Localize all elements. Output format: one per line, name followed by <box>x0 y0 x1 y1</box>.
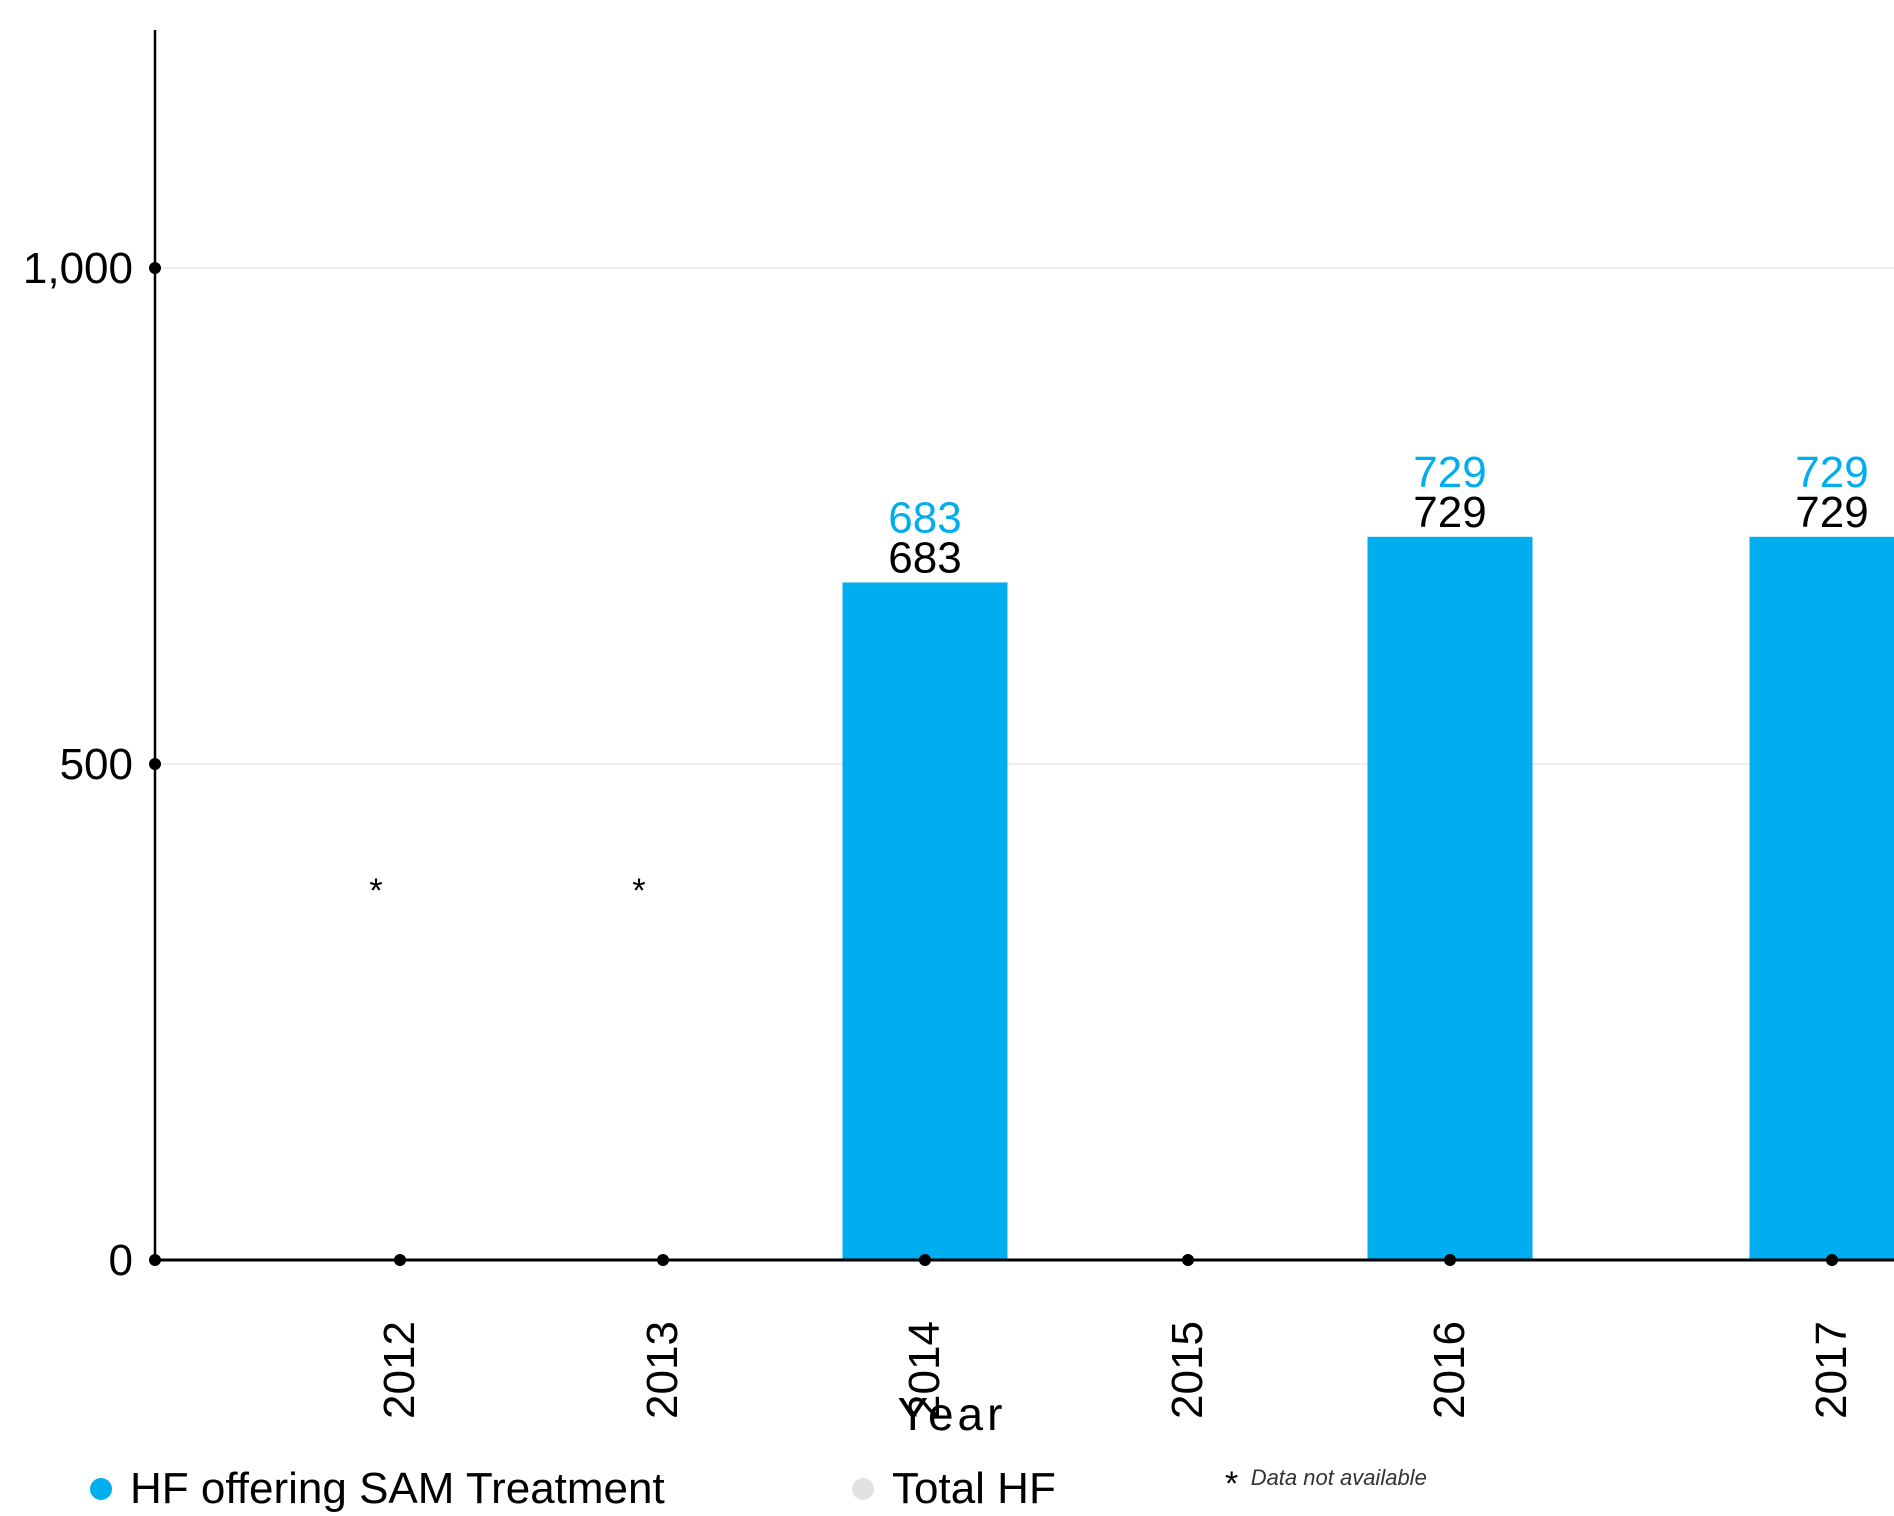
x-tick-label-2013: 2013 <box>638 1321 687 1419</box>
x-tick-dot-2013 <box>657 1254 669 1266</box>
x-axis-title: Year <box>898 1388 1007 1440</box>
bar-sam-2017 <box>1749 536 1894 1260</box>
x-tick-dot-2015 <box>1182 1254 1194 1266</box>
x-tick-dot-2014 <box>919 1254 931 1266</box>
bars <box>842 536 1894 1260</box>
not-available-marker-2013: * <box>632 872 645 910</box>
gridlines <box>155 267 1894 765</box>
legend-swatch-total <box>852 1478 874 1500</box>
bar-sam-2016 <box>1367 536 1533 1260</box>
note-star: * <box>1225 1465 1239 1503</box>
axes: 0 500 1,000 2012 2013 2014 2015 2016 2017 <box>23 30 1894 1419</box>
legend-label-sam: HF offering SAM Treatment <box>130 1464 665 1513</box>
legend-swatch-sam <box>90 1478 112 1500</box>
x-tick-dot-2016 <box>1444 1254 1456 1266</box>
x-tick-label-2015: 2015 <box>1163 1321 1212 1419</box>
not-available-marker-2012: * <box>369 872 382 910</box>
data-label-sam-2014: 683 <box>888 493 961 542</box>
data-label-total-2014: 683 <box>888 533 961 582</box>
bar-chart: 0 500 1,000 2012 2013 2014 2015 2016 2017 683683… <box>23 30 1894 1440</box>
data-label-sam-2017: 729 <box>1795 448 1868 497</box>
data-label-sam-2016: 729 <box>1413 448 1486 497</box>
y-tick-label-500: 500 <box>60 740 133 789</box>
x-tick-label-2016: 2016 <box>1425 1321 1474 1419</box>
data-note: * Data not available <box>1225 1465 1427 1504</box>
x-tick-label-2014: 2014 <box>900 1321 949 1419</box>
x-tick-label-2017: 2017 <box>1807 1321 1856 1419</box>
y-tick-label-1,000: 1,000 <box>23 244 133 293</box>
data-label-total-2016: 729 <box>1413 488 1486 537</box>
legend-item-total: Total HF <box>852 1462 1056 1516</box>
y-tick-dot-500 <box>149 758 161 770</box>
y-tick-label-0: 0 <box>109 1236 133 1285</box>
note-text: Data not available <box>1250 1465 1427 1490</box>
legend-item-sam: HF offering SAM Treatment <box>90 1462 665 1516</box>
y-tick-dot-0 <box>149 1254 161 1266</box>
y-tick-dot-1,000 <box>149 262 161 274</box>
x-tick-label-2012: 2012 <box>375 1321 424 1419</box>
x-tick-dot-2017 <box>1826 1254 1838 1266</box>
legend-label-total: Total HF <box>892 1464 1056 1513</box>
data-label-total-2017: 729 <box>1795 488 1868 537</box>
legend: HF offering SAM Treatment Total HF <box>90 1462 1890 1516</box>
bar-sam-2014 <box>842 582 1008 1260</box>
x-tick-dot-2012 <box>394 1254 406 1266</box>
